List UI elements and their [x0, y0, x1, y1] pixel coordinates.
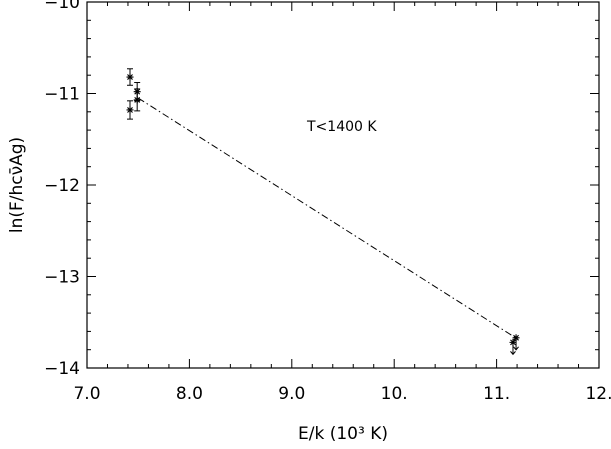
ticks-layer [86, 1, 600, 369]
y-tick-labels: −14 −13 −12 −11 −10 [44, 0, 80, 379]
y-tick-label: −11 [44, 85, 80, 105]
x-tick-labels: 7.0 8.0 9.0 10. 11. 12. [73, 384, 611, 404]
x-tick-label: 8.0 [176, 384, 203, 404]
y-tick-label: −10 [44, 0, 80, 13]
x-tick-label: 11. [483, 384, 510, 404]
upper-limit-arrowhead [510, 351, 516, 356]
annotation-text: T<1400 K [306, 119, 377, 135]
x-tick-label: 10. [381, 384, 408, 404]
fit-layer [137, 97, 518, 340]
points-layer [126, 68, 520, 356]
plot-frame [86, 1, 600, 369]
asterisk-marker [512, 334, 520, 342]
y-tick-label: −12 [44, 176, 80, 196]
data-point [126, 68, 134, 86]
data-point [126, 100, 134, 120]
x-tick-label: 9.0 [278, 384, 305, 404]
y-axis-label: ln(F/hcν̄Ag) [7, 137, 27, 233]
y-tick-label: −14 [44, 359, 80, 379]
asterisk-marker [509, 338, 517, 346]
data-point [509, 338, 517, 356]
data-point [133, 88, 141, 112]
x-tick-label: 7.0 [73, 384, 100, 404]
x-axis-label: E/k (10³ K) [298, 424, 388, 444]
fit-line [137, 97, 518, 340]
asterisk-marker [126, 73, 134, 81]
data-point [512, 334, 520, 351]
upper-limit-arrowhead [513, 346, 519, 351]
asterisk-marker [126, 106, 134, 114]
x-tick-label: 12. [585, 384, 611, 404]
y-tick-label: −13 [44, 268, 80, 288]
asterisk-marker [133, 96, 141, 104]
